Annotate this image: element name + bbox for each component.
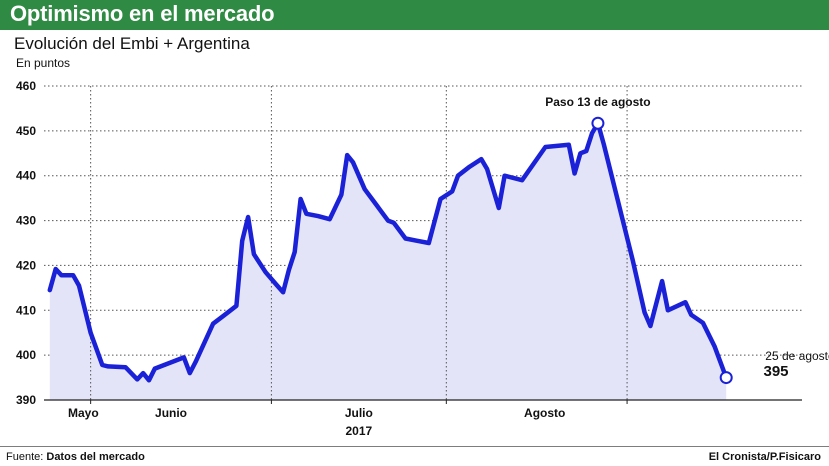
y-tick-label: 450	[16, 124, 36, 138]
footer-rule	[0, 446, 829, 447]
x-tick-label: Julio	[345, 406, 373, 420]
header-bar: Optimismo en el mercado	[0, 0, 829, 28]
y-tick-label: 400	[16, 348, 36, 362]
peak-annotation-label: Paso 13 de agosto	[545, 95, 650, 109]
credit-line: El Cronista/P.Fisicaro	[708, 451, 821, 463]
y-tick-label: 460	[16, 79, 36, 93]
y-axis-unit-label: En puntos	[16, 56, 71, 70]
x-axis-year-label: 2017	[346, 424, 373, 438]
x-tick-label: Mayo	[68, 406, 99, 420]
embi-chart: 460 450 440 430 420 410 400 390 Mayo Junio Julio Ag…	[16, 79, 829, 438]
peak-marker	[591, 116, 605, 130]
y-tick-label: 430	[16, 214, 36, 228]
source-value: Datos del mercado	[46, 451, 145, 463]
x-tick-label: Junio	[155, 406, 187, 420]
area-layer	[47, 86, 729, 400]
source-note: Fuente: Datos del mercado	[6, 451, 145, 464]
source-label: Fuente:	[6, 451, 44, 463]
last-value-marker	[719, 371, 733, 385]
chart-title: Evolución del Embi + Argentina	[14, 34, 250, 53]
label-layer: 460 450 440 430 420 410 400 390 Mayo Junio Julio Ag…	[16, 79, 565, 438]
series-area-fill	[49, 123, 727, 400]
last-date-annotation-label: 25 de agosto	[765, 349, 829, 363]
header-rule	[0, 28, 829, 30]
axis-layer	[44, 399, 802, 404]
y-tick-label: 410	[16, 303, 36, 317]
x-tick-label: Agosto	[524, 406, 565, 420]
last-value-annotation-label: 395	[763, 363, 788, 380]
page-title: Optimismo en el mercado	[10, 1, 275, 26]
y-tick-label: 390	[16, 393, 36, 407]
y-tick-label: 440	[16, 169, 36, 183]
y-tick-label: 420	[16, 258, 36, 272]
